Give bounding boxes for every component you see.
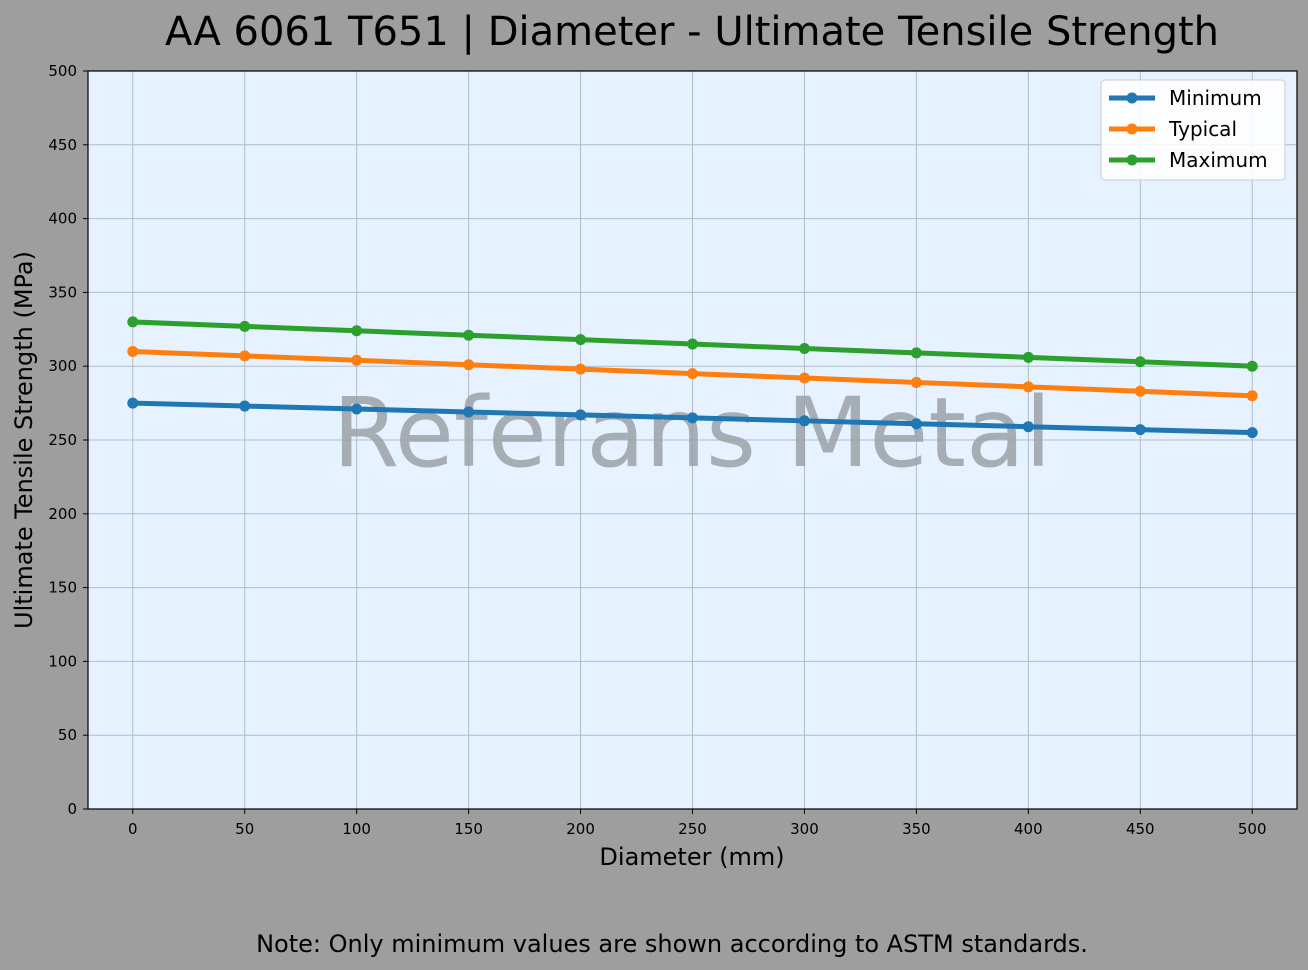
- data-point-maximum: [1022, 351, 1034, 363]
- data-point-minimum: [351, 403, 363, 415]
- series-minimum: [127, 397, 1258, 439]
- data-point-minimum: [910, 418, 922, 430]
- data-point-maximum: [1134, 356, 1146, 368]
- data-point-maximum: [575, 334, 587, 346]
- data-point-maximum: [127, 316, 139, 328]
- x-tick-label: 100: [342, 820, 371, 838]
- y-tick-label: 150: [48, 579, 77, 597]
- y-tick-label: 100: [48, 652, 77, 670]
- plot-frame: [87, 70, 1298, 810]
- data-point-maximum: [798, 342, 810, 354]
- chart-title: AA 6061 T651 | Diameter - Ultimate Tensi…: [165, 9, 1219, 55]
- legend: Minimum Typical Maximum: [1100, 79, 1286, 181]
- legend-label-minimum: Minimum: [1169, 86, 1262, 110]
- series: [127, 316, 1258, 439]
- series-typical: [127, 345, 1258, 402]
- data-point-typical: [1246, 390, 1258, 402]
- series-maximum: [127, 316, 1258, 372]
- watermark: Referans Metal: [332, 377, 1051, 489]
- y-tick-label: 450: [48, 136, 77, 154]
- x-tick-label: 450: [1126, 820, 1155, 838]
- y-tick-label: 300: [48, 357, 77, 375]
- x-tick-label: 50: [235, 820, 254, 838]
- data-point-minimum: [463, 406, 475, 418]
- data-point-minimum: [575, 409, 587, 421]
- data-point-typical: [1022, 381, 1034, 393]
- legend-marker-minimum: [1126, 92, 1138, 104]
- legend-marker-maximum: [1126, 154, 1138, 166]
- data-point-typical: [239, 350, 251, 362]
- data-point-minimum: [1246, 427, 1258, 439]
- legend-box: [1100, 79, 1286, 181]
- x-tick-label: 400: [1014, 820, 1043, 838]
- data-point-maximum: [1246, 360, 1258, 372]
- data-point-typical: [687, 368, 698, 380]
- data-point-typical: [351, 354, 363, 366]
- data-point-maximum: [910, 347, 922, 359]
- data-point-minimum: [239, 400, 251, 412]
- x-tick-label: 150: [454, 820, 483, 838]
- legend-label-maximum: Maximum: [1169, 148, 1268, 172]
- axis-ticks: 0 50 100 150 200 250 300 350 400 450 500 0 50 100 150 2…: [48, 62, 1266, 838]
- data-point-minimum: [1134, 424, 1146, 436]
- data-point-maximum: [687, 338, 698, 350]
- x-tick-label: 0: [128, 820, 138, 838]
- y-tick-label: 350: [48, 283, 77, 301]
- x-axis-label: Diameter (mm): [599, 843, 784, 871]
- x-tick-label: 350: [902, 820, 931, 838]
- data-point-typical: [127, 345, 139, 357]
- x-tick-label: 250: [678, 820, 707, 838]
- data-point-typical: [910, 376, 922, 388]
- data-point-typical: [575, 363, 587, 375]
- x-tick-label: 300: [790, 820, 819, 838]
- data-point-maximum: [239, 320, 251, 332]
- data-point-maximum: [463, 329, 475, 341]
- data-point-typical: [463, 359, 475, 371]
- y-tick-label: 200: [48, 505, 77, 523]
- y-tick-label: 500: [48, 62, 77, 80]
- data-point-maximum: [351, 325, 363, 337]
- x-tick-label: 200: [566, 820, 595, 838]
- y-tick-label: 400: [48, 210, 77, 228]
- y-axis-label: Ultimate Tensile Strength (MPa): [10, 251, 38, 629]
- x-tick-label: 500: [1238, 820, 1267, 838]
- data-point-minimum: [127, 397, 139, 409]
- data-point-minimum: [1022, 421, 1034, 433]
- y-tick-label: 0: [67, 800, 77, 818]
- y-tick-label: 250: [48, 431, 77, 449]
- footnote: Note: Only minimum values are shown acco…: [256, 930, 1088, 958]
- data-point-minimum: [798, 415, 810, 427]
- data-point-typical: [1134, 385, 1146, 397]
- data-point-typical: [798, 372, 810, 384]
- data-point-minimum: [687, 412, 698, 424]
- legend-marker-typical: [1126, 123, 1138, 135]
- legend-label-typical: Typical: [1168, 117, 1237, 141]
- y-tick-label: 50: [58, 726, 77, 744]
